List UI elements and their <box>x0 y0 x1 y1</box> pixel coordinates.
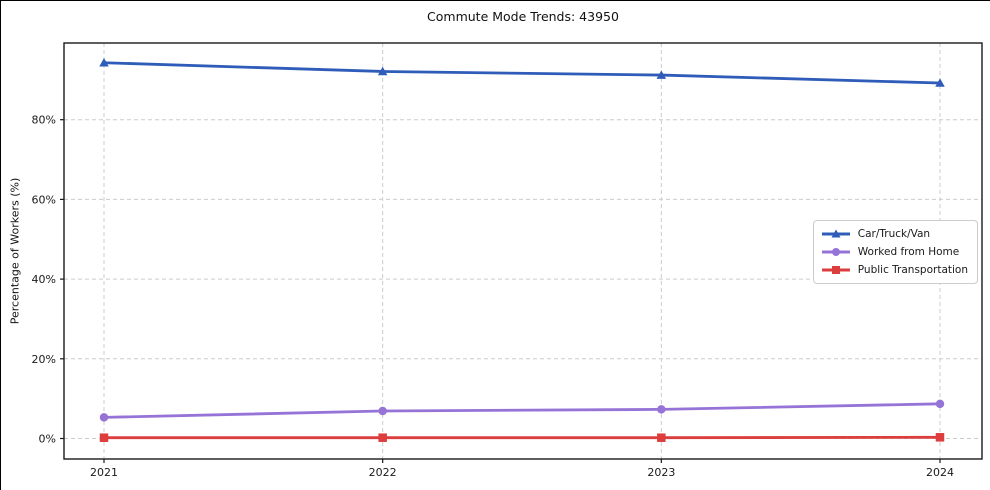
y-tick-label-0: 0% <box>39 433 56 446</box>
y-tick-label-20: 20% <box>32 353 56 366</box>
series-line-worked-from-home <box>102 402 942 419</box>
legend-sample-worked-from-home <box>821 248 850 256</box>
circle-marker-worked-from-home-2022 <box>378 406 387 416</box>
legend-item-public-transportation: Public Transportation <box>821 263 968 277</box>
x-tick-label-2024: 2024 <box>926 466 954 479</box>
legend-label-public-transportation: Public Transportation <box>857 264 968 276</box>
y-tick-label-60: 60% <box>32 193 56 206</box>
triangle-marker-car-truck-van-2022 <box>377 66 388 76</box>
square-marker-public-transportation-2023 <box>657 433 666 442</box>
square-marker-legend-public-transportation <box>831 266 840 274</box>
square-marker-public-transportation-2022 <box>378 433 387 442</box>
triangle-marker-car-truck-van-2024 <box>935 78 945 87</box>
legend-label-car-truck-van: Car/Truck/Van <box>857 228 931 240</box>
chart-title: Commute Mode Trends: 43950 <box>427 9 619 24</box>
square-marker-public-transportation-2021 <box>99 433 109 442</box>
circle-marker-worked-from-home-2021 <box>99 413 109 422</box>
y-tick-label-80: 80% <box>32 114 56 127</box>
circle-marker-worked-from-home-2023 <box>657 405 666 414</box>
triangle-marker-car-truck-van-2021 <box>99 57 109 67</box>
legend-sample-public-transportation <box>821 266 850 274</box>
triangle-marker-car-truck-van-2023 <box>656 70 667 79</box>
legend-item-car-truck-van: Car/Truck/Van <box>821 227 968 241</box>
circle-marker-legend-worked-from-home <box>831 248 840 256</box>
legend-label-worked-from-home: Worked from Home <box>857 246 960 258</box>
legend-sample-car-truck-van <box>821 229 850 238</box>
y-tick-label-40: 40% <box>32 273 56 286</box>
x-tick-label-2021: 2021 <box>90 466 118 479</box>
square-marker-public-transportation-2024 <box>935 433 945 442</box>
x-tick-label-2022: 2022 <box>369 466 397 479</box>
plot-border <box>63 42 983 460</box>
triangle-marker-legend-car-truck-van <box>831 229 841 238</box>
circle-marker-worked-from-home-2024 <box>935 399 945 409</box>
legend-item-worked-from-home: Worked from Home <box>821 245 968 259</box>
x-tick-label-2023: 2023 <box>647 466 675 479</box>
legend-box: Car/Truck/Van Worked from Home Public Tran… <box>812 220 978 284</box>
series-line-car-truck-van <box>102 61 942 85</box>
